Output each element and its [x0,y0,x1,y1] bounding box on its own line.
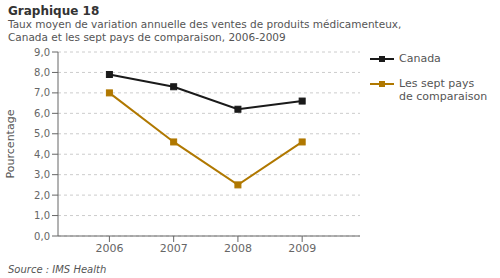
html-text:Canada: Canada [399,52,441,65]
html-text:Canada et les sept pays de com: Canada et les sept pays de comparaison, … [8,31,286,43]
svg-text:3,0: 3,0 [34,169,50,180]
svg-text:2008: 2008 [224,242,252,255]
svg-text:6,0: 6,0 [34,108,50,119]
svg-text:Pourcentage: Pourcentage [8,109,17,178]
svg-text:0,0: 0,0 [34,231,50,242]
html-text:Graphique 18: Graphique 18 [8,4,100,18]
html-text:Source : IMS Health: Source : IMS Health [8,264,107,275]
svg-text:4,0: 4,0 [34,149,50,160]
svg-text:5,0: 5,0 [34,128,50,139]
svg-text:2006: 2006 [95,242,123,255]
html-text:Les sept pays: Les sept pays [399,77,475,90]
svg-text:2009: 2009 [288,242,316,255]
html-text:Taux moyen de variation annuel: Taux moyen de variation annuelle des ven… [8,18,402,30]
svg-text:1,0: 1,0 [34,210,50,221]
svg-text:2,0: 2,0 [34,190,50,201]
svg-text:7,0: 7,0 [34,87,50,98]
html-text:de comparaison: de comparaison [399,90,488,103]
svg-text:8,0: 8,0 [34,67,50,78]
svg-text:9,0: 9,0 [34,47,50,58]
svg-text:2007: 2007 [160,242,188,255]
